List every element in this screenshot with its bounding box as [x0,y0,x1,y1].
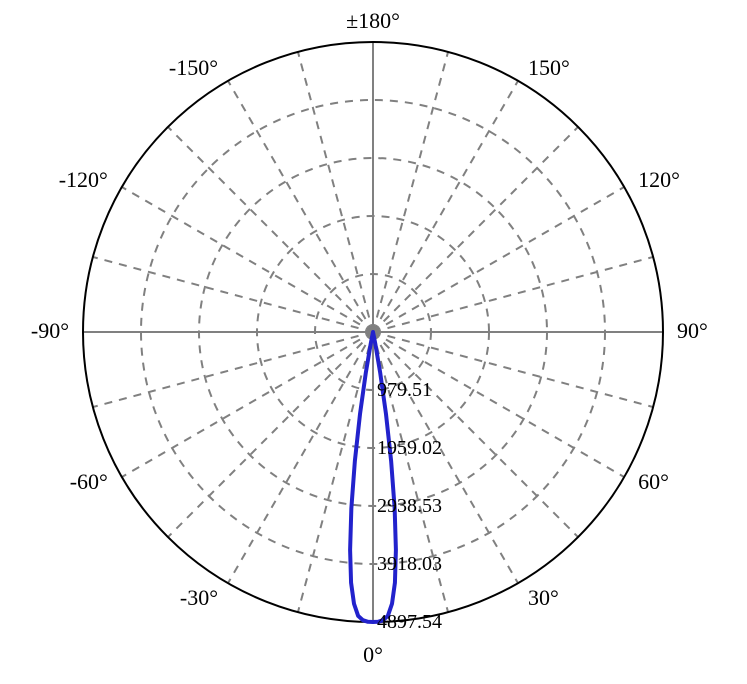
angle-label: -150° [169,55,218,80]
radial-label: 2938.53 [377,495,442,517]
angle-label: 60° [638,469,669,494]
angle-label: 150° [528,55,570,80]
angle-label: 90° [677,318,708,343]
angle-label: -120° [59,167,108,192]
angle-label: ±180° [346,8,400,33]
radial-label: 4897.54 [377,611,442,633]
radial-label: 3918.03 [377,553,442,575]
angle-label: -90° [31,318,69,343]
angle-label: 0° [363,642,383,667]
radial-label: 1959.02 [377,437,442,459]
angle-label: 30° [528,585,559,610]
angle-label: -60° [70,469,108,494]
polar-chart: 979.51 1959.02 2938.53 3918.03 4897.54 0° 30° 6… [0,0,747,684]
polar-svg: 979.51 1959.02 2938.53 3918.03 4897.54 0° 30° 6… [0,0,747,684]
angle-label: 120° [638,167,680,192]
angle-label: -30° [180,585,218,610]
radial-label: 979.51 [377,379,432,401]
